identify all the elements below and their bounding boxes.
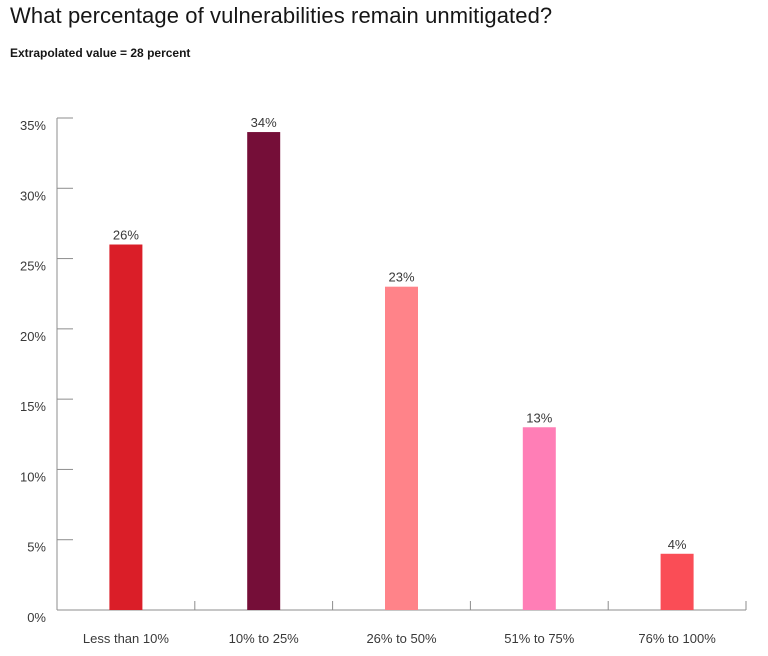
bar-value-label: 4% [668, 537, 687, 552]
bar-value-label: 13% [526, 410, 552, 425]
y-tick-label: 0% [27, 610, 46, 625]
x-category-label: 51% to 75% [504, 631, 575, 646]
bar [385, 286, 418, 610]
bar-value-label: 26% [113, 228, 139, 243]
y-tick-label: 35% [20, 118, 46, 133]
chart-subtitle: Extrapolated value = 28 percent [10, 46, 191, 60]
chart-bars [109, 132, 694, 611]
y-tick-label: 15% [20, 399, 46, 414]
bar-value-label: 34% [251, 115, 277, 130]
x-category-label: 10% to 25% [229, 631, 300, 646]
x-category-label: 26% to 50% [366, 631, 437, 646]
chart-axes: 0% 5% 10% 15% 20% 25% 30% 35% [20, 117, 747, 625]
bar [247, 132, 281, 611]
y-tick-label: 10% [20, 469, 46, 484]
bar [109, 244, 143, 610]
bar [522, 427, 556, 610]
y-tick-label: 30% [20, 188, 46, 203]
chart-labels: 26% Less than 10% 34% 10% to 25% 23% 26% to 5… [83, 115, 716, 646]
x-category-label: 76% to 100% [638, 631, 716, 646]
y-tick-label: 20% [20, 329, 46, 344]
bar-value-label: 23% [388, 270, 414, 285]
chart-title: What percentage of vulnerabilities remai… [10, 3, 553, 28]
bar [660, 553, 694, 610]
y-tick-label: 25% [20, 259, 46, 274]
x-category-label: Less than 10% [83, 631, 169, 646]
y-tick-label: 5% [27, 540, 46, 555]
